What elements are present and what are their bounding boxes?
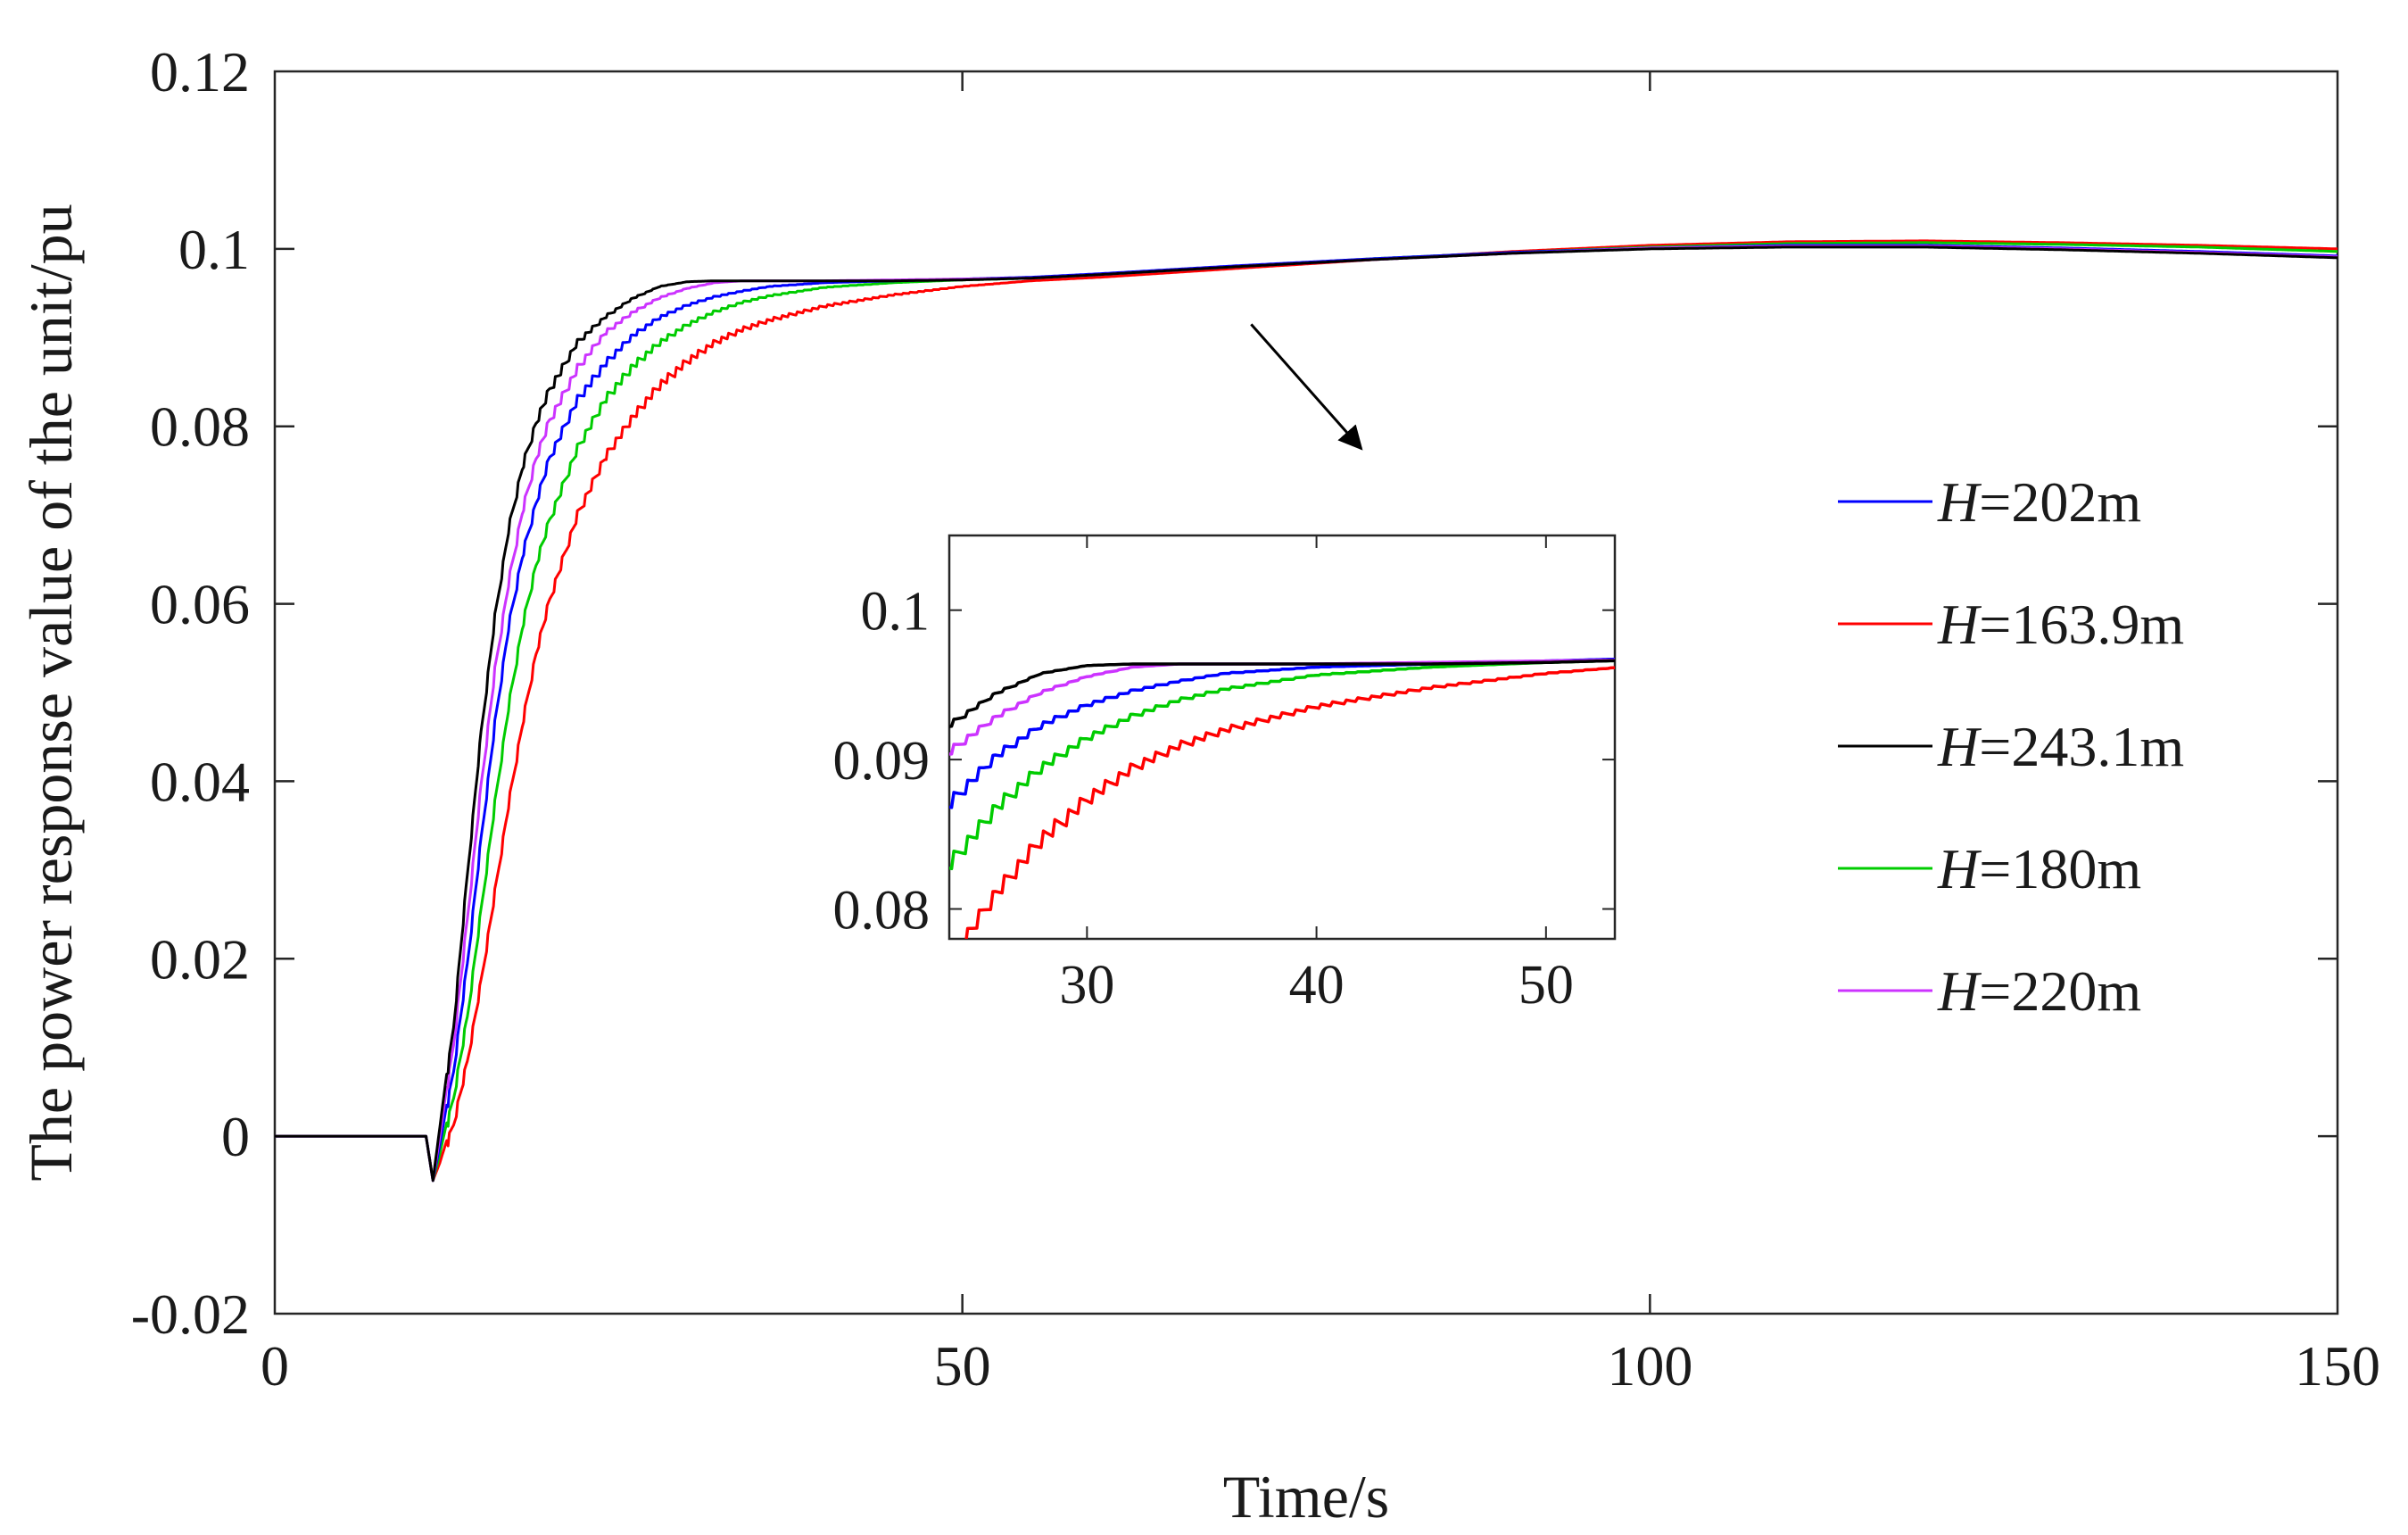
inset-y-tick-label: 0.08: [833, 881, 931, 942]
y-tick-label: -0.02: [131, 1282, 250, 1346]
x-tick-label: 0: [261, 1334, 289, 1398]
main-series-group: [275, 239, 2338, 1182]
y-tick-label: 0.08: [150, 395, 250, 459]
x-tick-label: 50: [934, 1334, 991, 1398]
y-tick-label: 0.06: [150, 573, 250, 636]
inset-x-tick-label: 30: [1059, 955, 1114, 1016]
inset-x-tick-label: 40: [1289, 955, 1345, 1016]
x-tick-label: 150: [2295, 1334, 2380, 1398]
legend-label: H=243.1m: [1937, 715, 2184, 778]
inset-x-tick-label: 50: [1518, 955, 1574, 1016]
legend-label: H=163.9m: [1937, 593, 2184, 656]
series-line: [275, 245, 2338, 1182]
inset-y-tick-label: 0.1: [861, 582, 931, 643]
y-tick-label: 0.04: [150, 750, 250, 813]
x-tick-label: 100: [1607, 1334, 1692, 1398]
legend-label: H=220m: [1937, 959, 2141, 1023]
inset-series-line: [949, 659, 1615, 729]
inset-axis-ticks: 30 40 50 0.08 0.09 0.1: [833, 535, 1615, 1016]
inset-plot-area: [947, 534, 1617, 941]
y-tick-label: 0.02: [150, 927, 250, 991]
x-axis-title: Time/s: [1223, 1463, 1389, 1531]
legend-label: H=180m: [1937, 837, 2141, 900]
legend: H=202m H=163.9m H=243.1m H=180m H=220m: [1838, 470, 2184, 1023]
y-tick-label: 0.1: [178, 218, 250, 281]
y-axis-title: The power response value of the unit/pu: [17, 203, 85, 1181]
inset-y-tick-label: 0.09: [833, 731, 931, 792]
zoom-arrow: [1250, 323, 1363, 451]
y-tick-label: 0: [221, 1105, 250, 1168]
legend-label: H=202m: [1937, 470, 2141, 534]
inset-series-line: [964, 666, 1615, 939]
y-tick-label: 0.12: [150, 40, 250, 104]
inset-series-group: [949, 657, 1615, 939]
